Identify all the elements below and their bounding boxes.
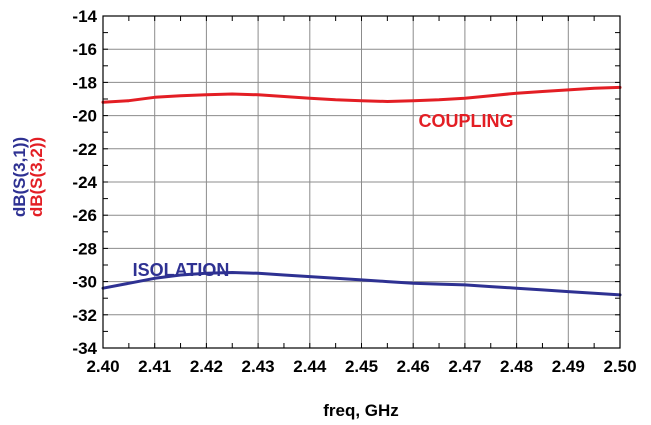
x-tick-label: 2.42 bbox=[190, 357, 223, 376]
y-tick-label: -28 bbox=[72, 239, 97, 258]
y-tick-label: -18 bbox=[72, 73, 97, 92]
x-axis-title: freq, GHz bbox=[323, 401, 399, 420]
x-tick-label: 2.40 bbox=[86, 357, 119, 376]
y-tick-label: -14 bbox=[72, 7, 97, 26]
y-tick-label: -20 bbox=[72, 107, 97, 126]
x-tick-label: 2.46 bbox=[397, 357, 430, 376]
y-tick-label: -24 bbox=[72, 173, 97, 192]
y-axis-title-s31: dB(S(3,1)) bbox=[10, 137, 29, 217]
x-tick-label: 2.45 bbox=[345, 357, 378, 376]
y-ticks: -14 -16 -18 -20 -22 -24 -26 -28 -30 -32 -34 bbox=[72, 7, 97, 358]
x-tick-label: 2.41 bbox=[138, 357, 171, 376]
series-line-coupling bbox=[101, 85, 622, 104]
x-tick-label: 2.44 bbox=[293, 357, 327, 376]
y-axis-title-s32: dB(S(3,2)) bbox=[27, 137, 46, 217]
x-tick-label: 2.50 bbox=[603, 357, 636, 376]
isolation-label: ISOLATION bbox=[133, 260, 230, 280]
y-tick-label: -16 bbox=[72, 40, 97, 59]
coupling-label: COUPLING bbox=[418, 111, 513, 131]
y-tick-label: -34 bbox=[72, 339, 97, 358]
plot-frame bbox=[102, 15, 621, 349]
x-tick-label: 2.48 bbox=[500, 357, 533, 376]
series-line-isolation bbox=[101, 271, 622, 297]
series-group bbox=[101, 85, 622, 297]
y-tick-label: -30 bbox=[72, 273, 97, 292]
x-tick-label: 2.49 bbox=[552, 357, 585, 376]
x-tick-label: 2.47 bbox=[448, 357, 481, 376]
y-tick-label: -26 bbox=[72, 206, 97, 225]
x-ticks: 2.40 2.41 2.42 2.43 2.44 2.45 2.46 2.47 2.48 2.49… bbox=[86, 357, 636, 376]
y-tick-label: -32 bbox=[72, 306, 97, 325]
x-tick-label: 2.43 bbox=[242, 357, 275, 376]
y-tick-label: -22 bbox=[72, 140, 97, 159]
